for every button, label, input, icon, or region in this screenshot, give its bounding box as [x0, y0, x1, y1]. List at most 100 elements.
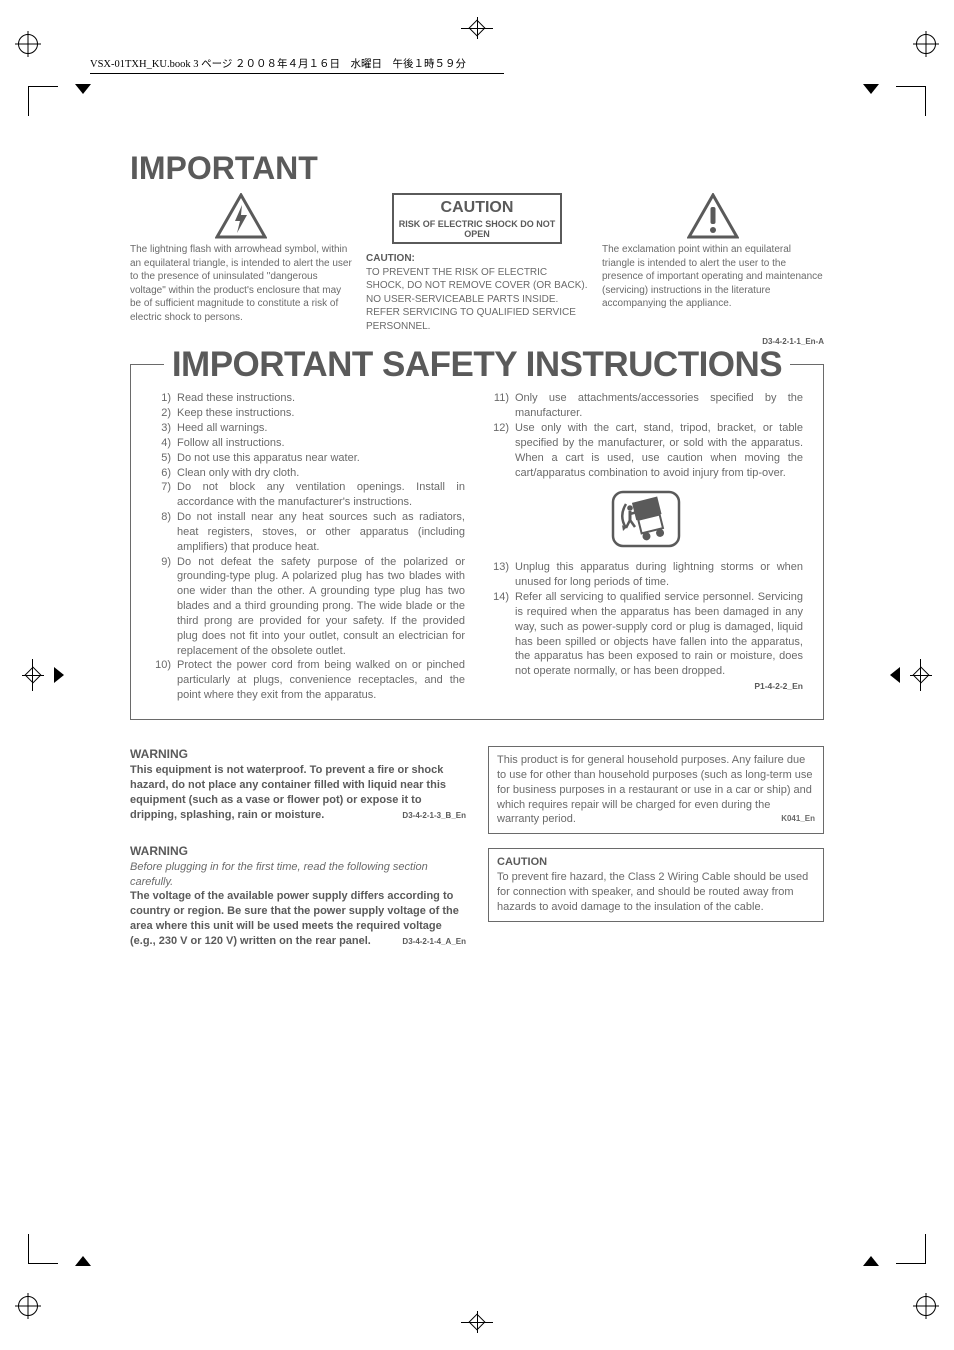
- crop-mark: [896, 86, 926, 116]
- safety-item-number: 14): [489, 590, 509, 679]
- safety-item-text: Unplug this apparatus during lightning s…: [515, 560, 803, 590]
- crop-arrow-icon: [75, 84, 91, 94]
- safety-title: IMPORTANT SAFETY INSTRUCTIONS: [164, 345, 790, 385]
- registration-mark: [913, 662, 929, 688]
- warning-2-body: The voltage of the available power suppl…: [130, 889, 466, 948]
- safety-item-number: 3): [151, 421, 171, 436]
- safety-item: 3) Heed all warnings.: [151, 421, 465, 436]
- warning-1-text: This equipment is not waterproof. To pre…: [130, 764, 446, 821]
- warning-1-body: This equipment is not waterproof. To pre…: [130, 763, 466, 822]
- safety-item-text: Clean only with dry cloth.: [177, 466, 465, 481]
- warning-1-code: D3-4-2-1-3_B_En: [402, 811, 466, 822]
- lower-section: WARNING This equipment is not waterproof…: [130, 746, 824, 949]
- warning-1-heading: WARNING: [130, 746, 466, 762]
- safety-item-number: 13): [489, 560, 509, 590]
- safety-item-text: Do not block any ventilation openings. I…: [177, 480, 465, 510]
- crop-arrow-icon: [54, 667, 64, 683]
- warning-2-code: D3-4-2-1-4_A_En: [402, 937, 466, 948]
- registration-mark: [464, 1314, 490, 1330]
- safety-item-text: Do not defeat the safety purpose of the …: [177, 555, 465, 659]
- safety-item-number: 2): [151, 406, 171, 421]
- page-content: IMPORTANT The lightning flash with arrow…: [130, 150, 824, 1200]
- safety-item-text: Heed all warnings.: [177, 421, 465, 436]
- important-col-lightning: The lightning flash with arrowhead symbo…: [130, 193, 352, 333]
- safety-item-text: Use only with the cart, stand, tripod, b…: [515, 421, 803, 480]
- lower-left-column: WARNING This equipment is not waterproof…: [130, 746, 466, 949]
- safety-item-text: Protect the power cord from being walked…: [177, 658, 465, 703]
- crop-arrow-icon: [890, 667, 900, 683]
- crop-arrow-icon: [863, 84, 879, 94]
- safety-item-number: 7): [151, 480, 171, 510]
- important-col-exclamation: The exclamation point within an equilate…: [602, 193, 824, 333]
- safety-item-number: 12): [489, 421, 509, 480]
- lightning-triangle-icon: [130, 193, 352, 239]
- warning-2-preface: Before plugging in for the first time, r…: [130, 860, 466, 890]
- safety-list-right: 11) Only use attachments/accessories spec…: [489, 391, 803, 703]
- safety-item-text: Do not install near any heat sources suc…: [177, 510, 465, 555]
- safety-item-number: 5): [151, 451, 171, 466]
- safety-item: 2) Keep these instructions.: [151, 406, 465, 421]
- caution-box-title: CAUTION: [394, 195, 560, 219]
- caution-wiring-text: To prevent fire hazard, the Class 2 Wiri…: [497, 871, 808, 913]
- safety-item: 13) Unplug this apparatus during lightnin…: [489, 560, 803, 590]
- registration-mark: [18, 1296, 38, 1316]
- exclamation-triangle-icon: [602, 193, 824, 239]
- important-heading: IMPORTANT: [130, 150, 824, 187]
- safety-item-number: 9): [151, 555, 171, 659]
- safety-item-number: 10): [151, 658, 171, 703]
- safety-instructions-box: IMPORTANT SAFETY INSTRUCTIONS 1)Read the…: [130, 364, 824, 720]
- safety-item: 8)Do not install near any heat sources s…: [151, 510, 465, 555]
- crop-arrow-icon: [863, 1256, 879, 1266]
- safety-item: 10) Protect the power cord from being wal…: [151, 658, 465, 703]
- lower-right-column: This product is for general household pu…: [488, 746, 824, 949]
- caution-wiring-heading: CAUTION: [497, 855, 815, 870]
- document-header-line: VSX-01TXH_KU.book 3 ページ ２００８年４月１６日 水曜日 午…: [90, 56, 504, 74]
- safety-item-text: Follow all instructions.: [177, 436, 465, 451]
- caution-box: CAUTION RISK OF ELECTRIC SHOCK DO NOT OP…: [392, 193, 562, 244]
- caution-text: TO PREVENT THE RISK OF ELECTRIC SHOCK, D…: [366, 266, 588, 334]
- safety-item-number: 1): [151, 391, 171, 406]
- safety-item: 11) Only use attachments/accessories spec…: [489, 391, 803, 421]
- safety-item-text: Read these instructions.: [177, 391, 465, 406]
- safety-item: 12) Use only with the cart, stand, tripod…: [489, 421, 803, 480]
- registration-mark: [916, 1296, 936, 1316]
- safety-item-number: 4): [151, 436, 171, 451]
- warning-2-preface-text: Before plugging in for the first time, r…: [130, 861, 428, 888]
- safety-item: 6) Clean only with dry cloth.: [151, 466, 465, 481]
- household-purpose-code: K041_En: [781, 814, 815, 825]
- safety-code: P1-4-2-2_En: [489, 681, 803, 692]
- caution-wiring-box: CAUTION To prevent fire hazard, the Clas…: [488, 848, 824, 921]
- registration-mark: [916, 34, 936, 54]
- caution-label: CAUTION:: [366, 252, 588, 266]
- crop-mark: [28, 1234, 58, 1264]
- safety-item: 5) Do not use this apparatus near water.: [151, 451, 465, 466]
- registration-mark: [18, 34, 38, 54]
- important-col-caution: CAUTION RISK OF ELECTRIC SHOCK DO NOT OP…: [366, 193, 588, 333]
- safety-item: 14) Refer all servicing to qualified serv…: [489, 590, 803, 679]
- safety-item: 7)Do not block any ventilation openings.…: [151, 480, 465, 510]
- registration-mark: [464, 20, 490, 36]
- safety-item-number: 11): [489, 391, 509, 421]
- registration-mark: [25, 662, 41, 688]
- safety-item: 9)Do not defeat the safety purpose of th…: [151, 555, 465, 659]
- cart-tipover-icon: [489, 486, 803, 552]
- crop-mark: [28, 86, 58, 116]
- important-col3-text: The exclamation point within an equilate…: [602, 243, 824, 311]
- crop-mark: [896, 1234, 926, 1264]
- safety-item-text: Do not use this apparatus near water.: [177, 451, 465, 466]
- safety-item-number: 6): [151, 466, 171, 481]
- safety-list-left: 1) Read these instructions. 2) Keep these i…: [151, 391, 465, 703]
- safety-item: 1) Read these instructions.: [151, 391, 465, 406]
- safety-item-text: Keep these instructions.: [177, 406, 465, 421]
- safety-item-text: Refer all servicing to qualified service…: [515, 590, 803, 679]
- household-purpose-text: This product is for general household pu…: [497, 754, 813, 825]
- important-col1-text: The lightning flash with arrowhead symbo…: [130, 243, 352, 324]
- safety-item-number: 8): [151, 510, 171, 555]
- safety-item-text: Only use attachments/accessories specifi…: [515, 391, 803, 421]
- crop-arrow-icon: [75, 1256, 91, 1266]
- warning-2-heading: WARNING: [130, 843, 466, 859]
- household-purpose-box: This product is for general household pu…: [488, 746, 824, 834]
- document-filename: VSX-01TXH_KU.book 3 ページ ２００８年４月１６日 水曜日 午…: [90, 59, 466, 70]
- important-section: IMPORTANT The lightning flash with arrow…: [130, 150, 824, 346]
- caution-box-subtitle: RISK OF ELECTRIC SHOCK DO NOT OPEN: [394, 219, 560, 243]
